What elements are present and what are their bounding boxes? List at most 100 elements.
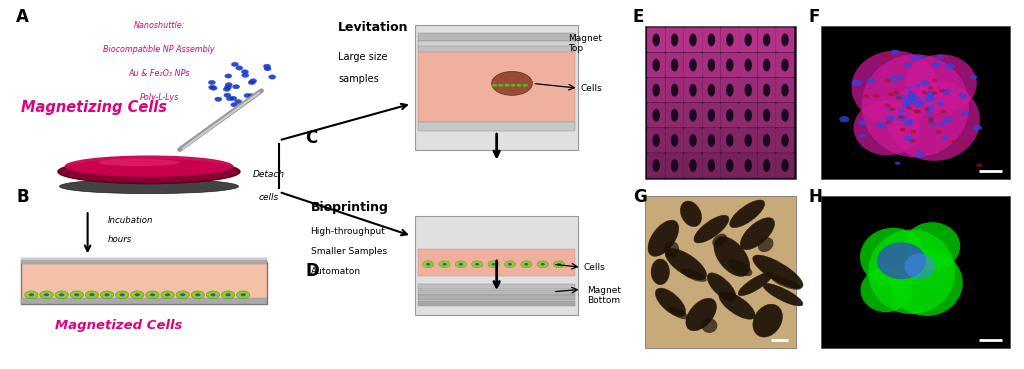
FancyBboxPatch shape (684, 53, 702, 77)
Ellipse shape (858, 120, 866, 125)
Ellipse shape (553, 261, 564, 268)
Ellipse shape (85, 291, 98, 299)
FancyBboxPatch shape (666, 28, 684, 52)
Ellipse shape (522, 84, 527, 87)
Ellipse shape (866, 78, 876, 84)
Bar (418, 33, 575, 41)
Ellipse shape (55, 291, 69, 299)
Ellipse shape (207, 291, 219, 299)
Ellipse shape (59, 179, 239, 194)
Ellipse shape (730, 200, 765, 228)
Ellipse shape (89, 293, 94, 296)
Ellipse shape (492, 72, 532, 95)
Ellipse shape (763, 34, 770, 46)
Ellipse shape (921, 80, 930, 86)
Ellipse shape (671, 134, 678, 147)
Ellipse shape (763, 84, 770, 97)
Ellipse shape (904, 62, 912, 68)
Ellipse shape (918, 100, 926, 105)
Text: High-throughput: High-throughput (310, 227, 385, 236)
Ellipse shape (902, 104, 910, 108)
Text: samples: samples (338, 74, 379, 84)
FancyBboxPatch shape (758, 78, 776, 103)
FancyBboxPatch shape (647, 53, 666, 77)
Ellipse shape (910, 96, 915, 99)
Ellipse shape (877, 242, 926, 279)
Bar (418, 301, 575, 306)
Ellipse shape (926, 109, 932, 113)
Ellipse shape (244, 93, 251, 98)
Ellipse shape (916, 55, 925, 60)
Ellipse shape (116, 291, 129, 299)
Ellipse shape (898, 109, 905, 113)
FancyBboxPatch shape (666, 103, 684, 128)
Ellipse shape (898, 115, 904, 119)
Ellipse shape (932, 62, 940, 68)
Text: Magnet
Top: Magnet Top (568, 34, 602, 53)
Ellipse shape (242, 73, 249, 77)
Text: Bioprinting: Bioprinting (310, 201, 388, 214)
Ellipse shape (894, 91, 900, 94)
Ellipse shape (666, 249, 707, 280)
Ellipse shape (208, 80, 215, 85)
Ellipse shape (910, 130, 916, 134)
Ellipse shape (726, 134, 733, 147)
FancyBboxPatch shape (647, 153, 666, 178)
Ellipse shape (896, 96, 902, 100)
Text: D: D (305, 262, 319, 280)
FancyBboxPatch shape (684, 103, 702, 128)
Ellipse shape (719, 292, 755, 319)
Ellipse shape (680, 201, 701, 227)
FancyBboxPatch shape (721, 78, 739, 103)
Ellipse shape (165, 293, 170, 296)
Ellipse shape (726, 84, 733, 97)
Ellipse shape (499, 84, 504, 87)
Ellipse shape (897, 76, 904, 80)
Ellipse shape (671, 84, 678, 97)
Ellipse shape (962, 111, 970, 115)
Ellipse shape (904, 135, 913, 141)
Ellipse shape (224, 85, 231, 90)
FancyBboxPatch shape (666, 128, 684, 153)
Ellipse shape (456, 261, 467, 268)
Ellipse shape (541, 263, 545, 266)
Ellipse shape (505, 84, 510, 87)
Ellipse shape (744, 134, 752, 147)
Ellipse shape (231, 62, 239, 66)
Ellipse shape (492, 263, 496, 266)
FancyBboxPatch shape (739, 103, 758, 128)
Ellipse shape (781, 59, 788, 72)
Ellipse shape (959, 142, 966, 146)
Ellipse shape (511, 84, 515, 87)
Ellipse shape (885, 115, 895, 121)
FancyBboxPatch shape (739, 78, 758, 103)
FancyBboxPatch shape (702, 53, 721, 77)
Bar (418, 52, 575, 122)
Ellipse shape (886, 121, 892, 124)
Text: Nanoshuttle:: Nanoshuttle: (133, 21, 185, 30)
Ellipse shape (973, 125, 982, 131)
FancyBboxPatch shape (758, 53, 776, 77)
Text: Incubation: Incubation (109, 216, 154, 225)
Ellipse shape (763, 109, 770, 122)
Ellipse shape (859, 134, 865, 138)
Text: Smaller Samples: Smaller Samples (310, 247, 387, 256)
Ellipse shape (98, 159, 179, 166)
Ellipse shape (884, 54, 890, 57)
Ellipse shape (862, 54, 969, 157)
Ellipse shape (929, 122, 936, 126)
Ellipse shape (248, 80, 255, 85)
Ellipse shape (906, 86, 911, 90)
Ellipse shape (224, 74, 231, 78)
Ellipse shape (903, 100, 913, 106)
Ellipse shape (852, 51, 938, 124)
Ellipse shape (242, 70, 249, 74)
Ellipse shape (885, 103, 891, 107)
Ellipse shape (230, 103, 238, 107)
Ellipse shape (671, 109, 678, 122)
Ellipse shape (781, 84, 788, 97)
Ellipse shape (210, 293, 215, 296)
Ellipse shape (475, 263, 479, 266)
Text: Levitation: Levitation (338, 21, 409, 34)
Ellipse shape (652, 84, 659, 97)
